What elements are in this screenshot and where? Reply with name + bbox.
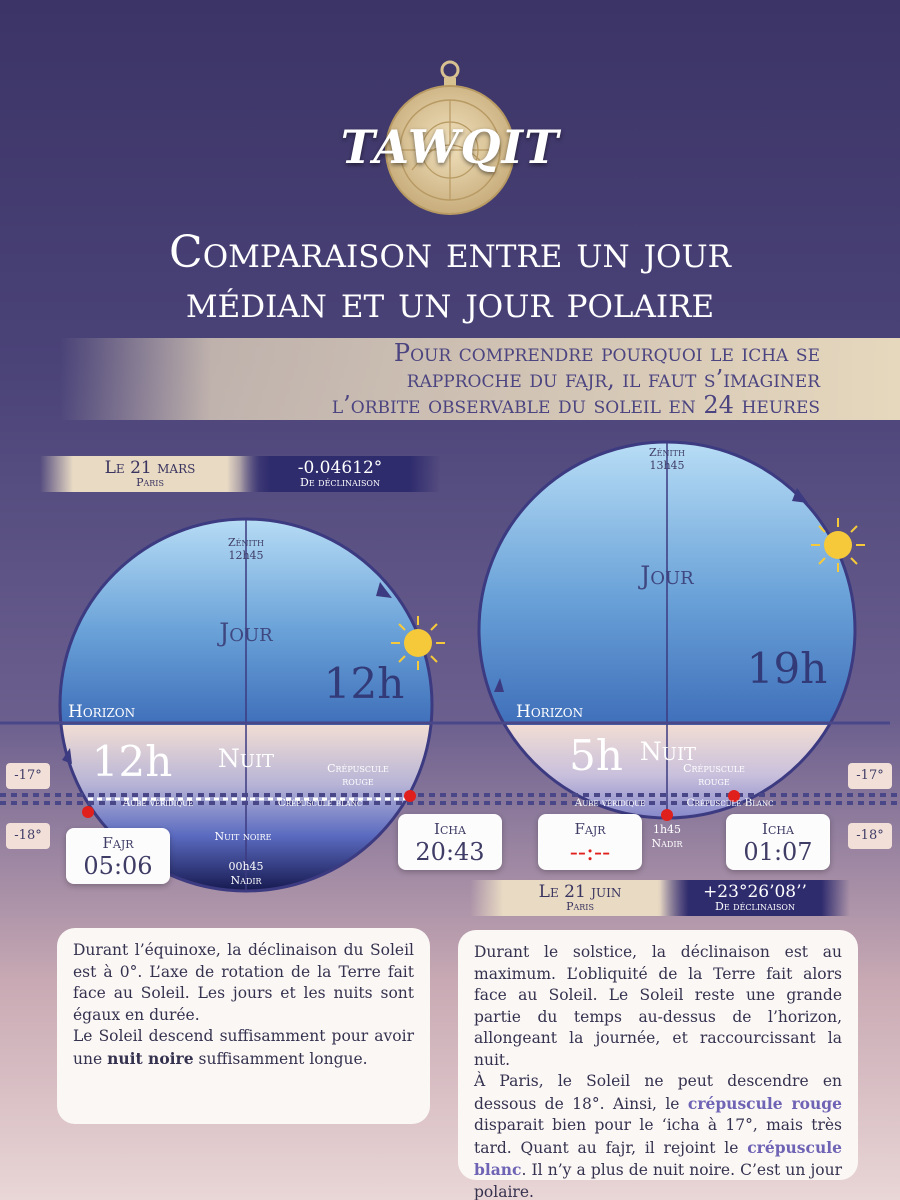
left-fajr-card: Fajr 05:06 xyxy=(66,828,170,884)
right-horizon-label: Horizon xyxy=(516,702,583,722)
left-horizon-label: Horizon xyxy=(68,702,135,722)
angle-18-left: -18° xyxy=(6,823,50,849)
left-nadir-label: Nadir xyxy=(231,874,263,887)
right-nadir-label: Nadir xyxy=(652,837,684,850)
right-red-twilight-1: Crépuscule xyxy=(683,762,745,775)
left-date: Le 21 mars xyxy=(104,458,196,478)
left-explanation: Durant l’équinoxe, la déclinaison du Sol… xyxy=(57,928,430,1124)
left-night-duration: 12h xyxy=(92,737,173,786)
right-declination-box: +23°26’08’’ De déclinaison xyxy=(660,880,850,916)
left-white-twilight: Crépuscule blanc xyxy=(278,797,362,809)
left-true-dawn: Aube véridique xyxy=(122,797,193,809)
left-zenith-time: 12h45 xyxy=(228,549,263,562)
title-line-1: Comparaison entre un jour xyxy=(169,227,731,278)
right-paragraph-2: À Paris, le Soleil ne peut descendre en … xyxy=(474,1071,842,1200)
right-zenith-label: Zénith xyxy=(649,446,685,459)
page-title: Comparaison entre un jour médian et un j… xyxy=(40,228,860,328)
right-nadir-time: 1h45 xyxy=(653,823,681,836)
left-nadir-time: 00h45 xyxy=(228,860,263,873)
left-declination: -0.04612° xyxy=(297,458,383,478)
orbit-arrow-icon xyxy=(62,748,72,764)
left-red-twilight-2: rouge xyxy=(342,775,374,788)
angle-17-left: -17° xyxy=(6,763,50,789)
angle-17-right: -17° xyxy=(848,763,892,789)
right-night-label: Nuit xyxy=(640,737,696,766)
right-explanation: Durant le solstice, la déclinaison est a… xyxy=(458,930,858,1200)
right-icha-card: Icha 01:07 xyxy=(726,814,830,870)
right-night-duration: 5h xyxy=(569,731,623,780)
orbit-arrow-icon xyxy=(494,678,504,692)
subtitle-line-1: Pour comprendre pourquoi le icha se xyxy=(393,339,820,367)
left-icha-card: Icha 20:43 xyxy=(398,814,502,870)
subtitle-line-2: rapproche du fajr, il faut s’imaginer xyxy=(406,365,820,393)
right-date: Le 21 juin xyxy=(538,882,622,902)
angle-18-right: -18° xyxy=(848,823,892,849)
right-date-box: Le 21 juin Paris xyxy=(470,880,690,916)
left-paragraph-2: Le Soleil descend suffisamment pour avoi… xyxy=(73,1026,414,1070)
right-red-twilight-2: rouge xyxy=(698,775,730,788)
subtitle-line-3: l’orbite observable du soleil en 24 heur… xyxy=(331,391,820,419)
icha-marker-right xyxy=(728,790,740,802)
left-fajr-label: Fajr xyxy=(102,834,134,852)
red-twilight-term: crépuscule rouge xyxy=(687,1093,842,1113)
left-day-duration: 12h xyxy=(324,659,405,708)
right-orbit xyxy=(477,440,857,820)
left-day-label: Jour xyxy=(216,618,273,647)
left-declination-label: De déclinaison xyxy=(300,476,380,489)
right-day-label: Jour xyxy=(637,561,694,590)
left-date-box: Le 21 mars Paris xyxy=(40,456,260,492)
right-day-duration: 19h xyxy=(747,644,828,693)
astrolabe-icon xyxy=(385,60,515,215)
right-icha-label: Icha xyxy=(762,820,794,838)
left-icha-label: Icha xyxy=(434,820,466,838)
right-fajr-label: Fajr xyxy=(574,820,606,838)
orbit-arrow-icon xyxy=(792,488,808,503)
left-icha-time: 20:43 xyxy=(415,838,485,866)
text-span: Le Soleil descend suffisamment pour avoi… xyxy=(73,1027,414,1068)
right-zenith-time: 13h45 xyxy=(649,459,684,472)
right-paragraph-1: Durant le solstice, la déclinaison est a… xyxy=(474,943,842,1069)
right-white-twilight: Crépuscule Blanc xyxy=(687,797,774,809)
left-dark-night: Nuit noire xyxy=(215,830,272,843)
text-span: À Paris, le Soleil ne peut descendre en … xyxy=(474,1072,842,1113)
text-span: suffisamment longue. xyxy=(193,1049,368,1068)
fajr-marker-left xyxy=(82,806,94,818)
right-city: Paris xyxy=(566,900,594,913)
right-fajr-time: --:-- xyxy=(569,838,611,866)
right-fajr-card: Fajr --:-- xyxy=(538,814,642,870)
dark-night-term: nuit noire xyxy=(107,1048,194,1068)
title-line-2: médian et un jour polaire xyxy=(185,277,715,328)
text-span: . Il n’y a plus de nuit noire. C’est un … xyxy=(474,1161,842,1200)
right-true-dawn: Aube véridique xyxy=(574,797,645,809)
subtitle-text: Pour comprendre pourquoi le icha se rapp… xyxy=(120,340,820,418)
left-night-label: Nuit xyxy=(218,744,274,773)
right-icha-time: 01:07 xyxy=(743,838,813,866)
icha-marker-left xyxy=(404,790,416,802)
white-twilight-term: crépuscule blanc xyxy=(474,1137,842,1180)
left-paragraph-1: Durant l’équinoxe, la déclinaison du Sol… xyxy=(73,941,414,1024)
left-zenith-label: Zénith xyxy=(228,536,264,549)
right-declination: +23°26’08’’ xyxy=(703,882,807,902)
left-red-twilight-1: Crépuscule xyxy=(327,762,389,775)
left-fajr-time: 05:06 xyxy=(83,852,153,880)
orbit-arrow-icon xyxy=(376,582,392,598)
left-city: Paris xyxy=(136,476,164,489)
sun-icon xyxy=(391,616,445,670)
sun-orbit-diagram: Zénith 12h45 Jour 12h Horizon 12h Nuit C… xyxy=(0,440,900,893)
fajr-marker-right xyxy=(661,809,673,821)
sun-icon xyxy=(811,518,865,572)
text-span: disparait bien pour le ‘icha à 17°, mais… xyxy=(474,1116,842,1157)
right-declination-label: De déclinaison xyxy=(715,900,795,913)
logo-text: TAWQIT xyxy=(340,120,560,174)
subtitle-banner xyxy=(60,338,900,420)
left-declination-box: -0.04612° De déclinaison xyxy=(240,456,440,492)
